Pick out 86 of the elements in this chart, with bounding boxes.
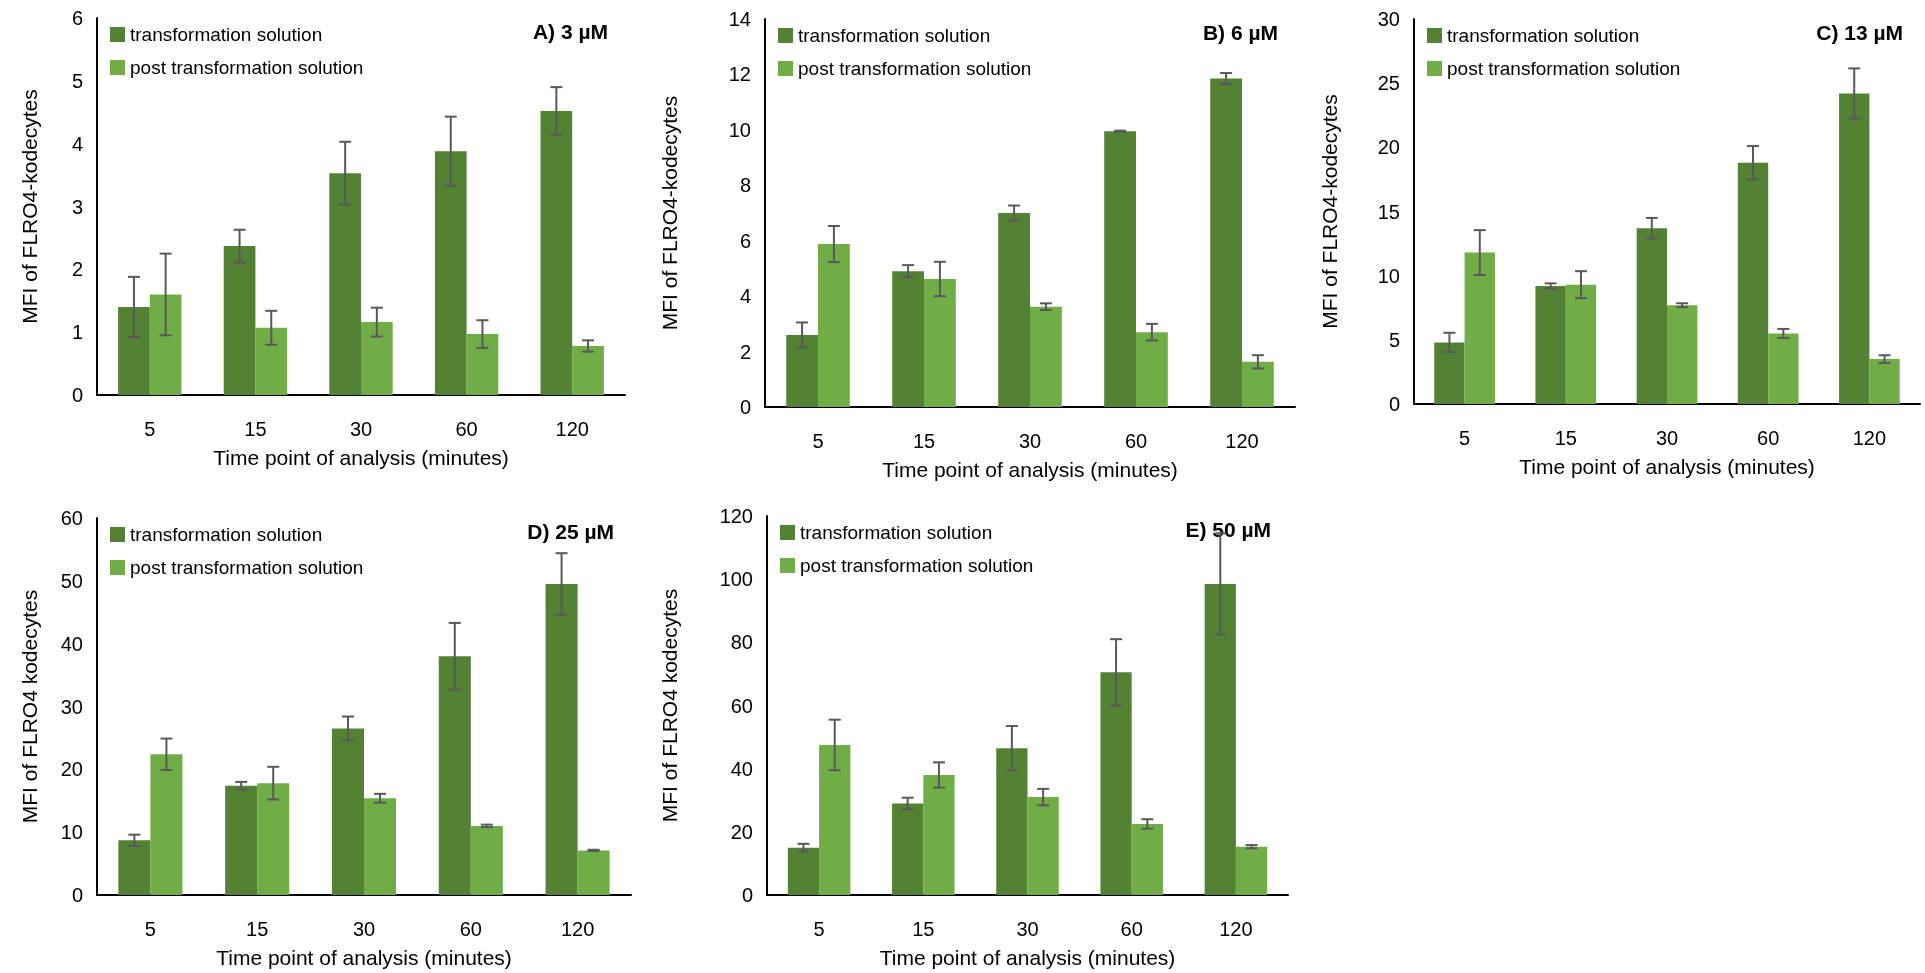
x-tick-label: 120 <box>555 418 589 440</box>
y-tick-label: 8 <box>739 174 751 197</box>
y-tick-label: 0 <box>71 884 83 906</box>
chart-title: A) 3 µM <box>532 20 609 43</box>
y-tick-label: 40 <box>730 757 753 780</box>
y-tick-label: 10 <box>728 118 751 141</box>
y-tick-label: 0 <box>739 396 751 418</box>
y-tick-label: 3 <box>71 195 83 218</box>
y-axis-title: MFI of FLRO4 kodecytes <box>658 588 681 823</box>
y-axis-title: MFI of FLRO4-kodecytes <box>18 89 41 324</box>
x-axis-title: Time point of analysis (minutes) <box>1519 455 1815 478</box>
x-axis-title: Time point of analysis (minutes) <box>879 946 1176 969</box>
chart-title: B) 6 µM <box>1202 21 1279 44</box>
chart-title: C) 13 µM <box>1816 21 1903 44</box>
y-tick-label: 5 <box>71 69 83 92</box>
x-tick-label: 15 <box>246 918 269 940</box>
y-tick-label: 20 <box>730 820 753 843</box>
y-tick-label: 30 <box>1377 8 1400 30</box>
x-tick-label: 5 <box>813 918 825 940</box>
x-axis-title: Time point of analysis (minutes) <box>882 458 1178 481</box>
x-tick-label: 60 <box>1757 427 1780 449</box>
legend-label: post transformation solution <box>130 557 364 578</box>
x-tick-label: 30 <box>352 918 376 940</box>
legend-label: transformation solution <box>798 25 991 46</box>
y-tick-label: 0 <box>741 884 753 906</box>
y-tick-label: 40 <box>60 632 83 655</box>
chart-title: E) 50 µM <box>1185 518 1271 541</box>
y-tick-label: 15 <box>1377 200 1400 223</box>
x-tick-label: 30 <box>1016 918 1039 940</box>
y-tick-label: 12 <box>728 63 751 86</box>
x-axis-title: Time point of analysis (minutes) <box>213 446 509 469</box>
x-tick-label: 120 <box>1852 427 1887 449</box>
y-tick-label: 60 <box>730 694 753 717</box>
y-tick-label: 2 <box>71 258 83 281</box>
x-tick-label: 30 <box>1655 427 1679 449</box>
chart-title: D) 25 µM <box>527 520 614 543</box>
y-tick-label: 1 <box>71 321 83 344</box>
y-tick-label: 14 <box>728 8 751 30</box>
x-tick-label: 15 <box>1554 427 1577 449</box>
x-tick-label: 15 <box>244 418 267 440</box>
y-tick-label: 4 <box>739 285 751 308</box>
x-tick-label: 30 <box>1018 430 1042 452</box>
x-tick-label: 60 <box>455 418 478 440</box>
y-tick-label: 30 <box>60 695 83 718</box>
x-tick-label: 15 <box>912 430 936 452</box>
x-tick-label: 120 <box>560 918 595 940</box>
x-tick-label: 60 <box>1120 918 1143 940</box>
legend-label: post transformation solution <box>1447 58 1681 79</box>
x-tick-label: 60 <box>1124 430 1148 452</box>
x-tick-label: 5 <box>144 918 156 940</box>
x-tick-label: 30 <box>349 418 373 440</box>
legend-label: post transformation solution <box>798 58 1032 79</box>
x-tick-label: 60 <box>459 918 482 940</box>
y-tick-label: 20 <box>60 758 83 781</box>
y-axis-title: MFI of FLRO4 kodecytes <box>18 589 41 824</box>
y-tick-label: 100 <box>719 568 753 591</box>
y-axis-title: MFI of FLRO4-kodecytes <box>1318 94 1341 329</box>
y-tick-label: 6 <box>71 7 83 29</box>
x-tick-label: 120 <box>1219 918 1253 940</box>
legend-label: transformation solution <box>130 524 323 545</box>
y-tick-label: 25 <box>1377 72 1400 95</box>
legend-label: transformation solution <box>800 522 993 543</box>
legend-label: transformation solution <box>130 24 323 45</box>
y-tick-label: 2 <box>739 340 751 363</box>
legend-label: post transformation solution <box>800 555 1034 576</box>
legend-label: post transformation solution <box>130 57 364 78</box>
y-tick-label: 10 <box>60 821 83 844</box>
y-tick-label: 0 <box>71 384 83 406</box>
y-tick-label: 5 <box>1388 328 1400 351</box>
y-tick-label: 20 <box>1377 136 1400 159</box>
x-tick-label: 120 <box>1225 430 1259 452</box>
legend-label: transformation solution <box>1447 25 1640 46</box>
y-tick-label: 10 <box>1377 264 1400 287</box>
y-tick-label: 50 <box>60 569 83 592</box>
y-axis-title: MFI of FLRO4-kodecytes <box>658 95 681 331</box>
y-tick-label: 4 <box>71 132 83 155</box>
x-tick-label: 5 <box>812 430 824 452</box>
y-tick-label: 80 <box>730 631 753 654</box>
x-tick-label: 5 <box>144 418 156 440</box>
y-tick-label: 0 <box>1388 393 1400 415</box>
x-tick-label: 5 <box>1459 427 1471 449</box>
x-axis-title: Time point of analysis (minutes) <box>216 946 512 969</box>
y-tick-label: 6 <box>739 229 751 252</box>
y-tick-label: 120 <box>719 505 753 527</box>
y-tick-label: 60 <box>60 507 83 529</box>
x-tick-label: 15 <box>912 918 935 940</box>
